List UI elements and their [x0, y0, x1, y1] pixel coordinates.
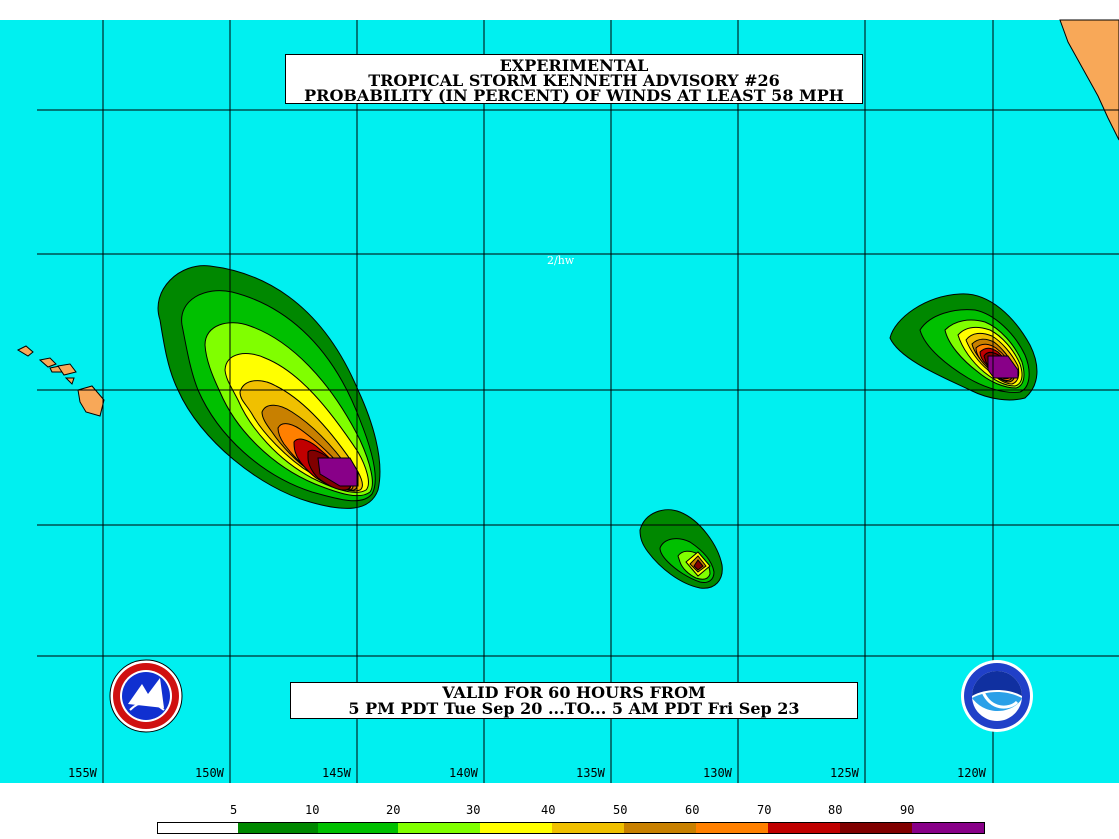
lon-label: 125W — [830, 766, 859, 780]
lon-label: 135W — [576, 766, 605, 780]
legend-label: 20 — [386, 803, 401, 817]
legend-color-bar — [157, 822, 985, 834]
hawaii-islands — [16, 345, 105, 417]
mainland-coast — [1059, 19, 1119, 141]
legend-label: 50 — [613, 803, 628, 817]
legend-swatch — [696, 823, 768, 833]
probability-contours-east — [889, 293, 1038, 401]
legend-swatch — [840, 823, 912, 833]
legend-label: 5 — [230, 803, 238, 817]
legend-label: 30 — [466, 803, 481, 817]
legend-swatch — [318, 823, 398, 833]
title-line-2: TROPICAL STORM KENNETH ADVISORY #26 — [368, 71, 780, 90]
legend-swatch — [238, 823, 318, 833]
title-line-1: EXPERIMENTAL — [499, 56, 649, 75]
lon-label: 150W — [195, 766, 224, 780]
valid-line-1: VALID FOR 60 HOURS FROM — [442, 683, 706, 702]
legend-swatch — [912, 823, 984, 833]
legend-swatch — [768, 823, 840, 833]
legend-label: 80 — [828, 803, 843, 817]
lon-label: 155W — [68, 766, 97, 780]
legend-swatch — [158, 823, 238, 833]
legend-label: 90 — [900, 803, 915, 817]
legend-label: 60 — [685, 803, 700, 817]
nws-logo — [109, 659, 183, 733]
lon-label: 140W — [449, 766, 478, 780]
legend-swatch — [398, 823, 480, 833]
valid-line-2: 5 PM PDT Tue Sep 20 ...TO... 5 AM PDT Fr… — [348, 699, 800, 718]
legend-swatch — [480, 823, 552, 833]
legend-label: 10 — [305, 803, 320, 817]
legend-swatch — [552, 823, 624, 833]
legend-label: 40 — [541, 803, 556, 817]
legend-label: 70 — [757, 803, 772, 817]
probability-contours-south — [639, 509, 723, 589]
lon-label: 145W — [322, 766, 351, 780]
title-line-3: PROBABILITY (IN PERCENT) OF WINDS AT LEA… — [304, 86, 844, 105]
lon-label: 120W — [957, 766, 986, 780]
map-tag: 2/hw — [547, 254, 575, 267]
lat-lon-grid — [37, 20, 1119, 783]
legend-swatch — [624, 823, 696, 833]
valid-period-box: VALID FOR 60 HOURS FROM 5 PM PDT Tue Sep… — [290, 682, 858, 719]
noaa-logo — [961, 660, 1033, 732]
title-box: EXPERIMENTAL TROPICAL STORM KENNETH ADVI… — [285, 54, 863, 104]
lon-label: 130W — [703, 766, 732, 780]
